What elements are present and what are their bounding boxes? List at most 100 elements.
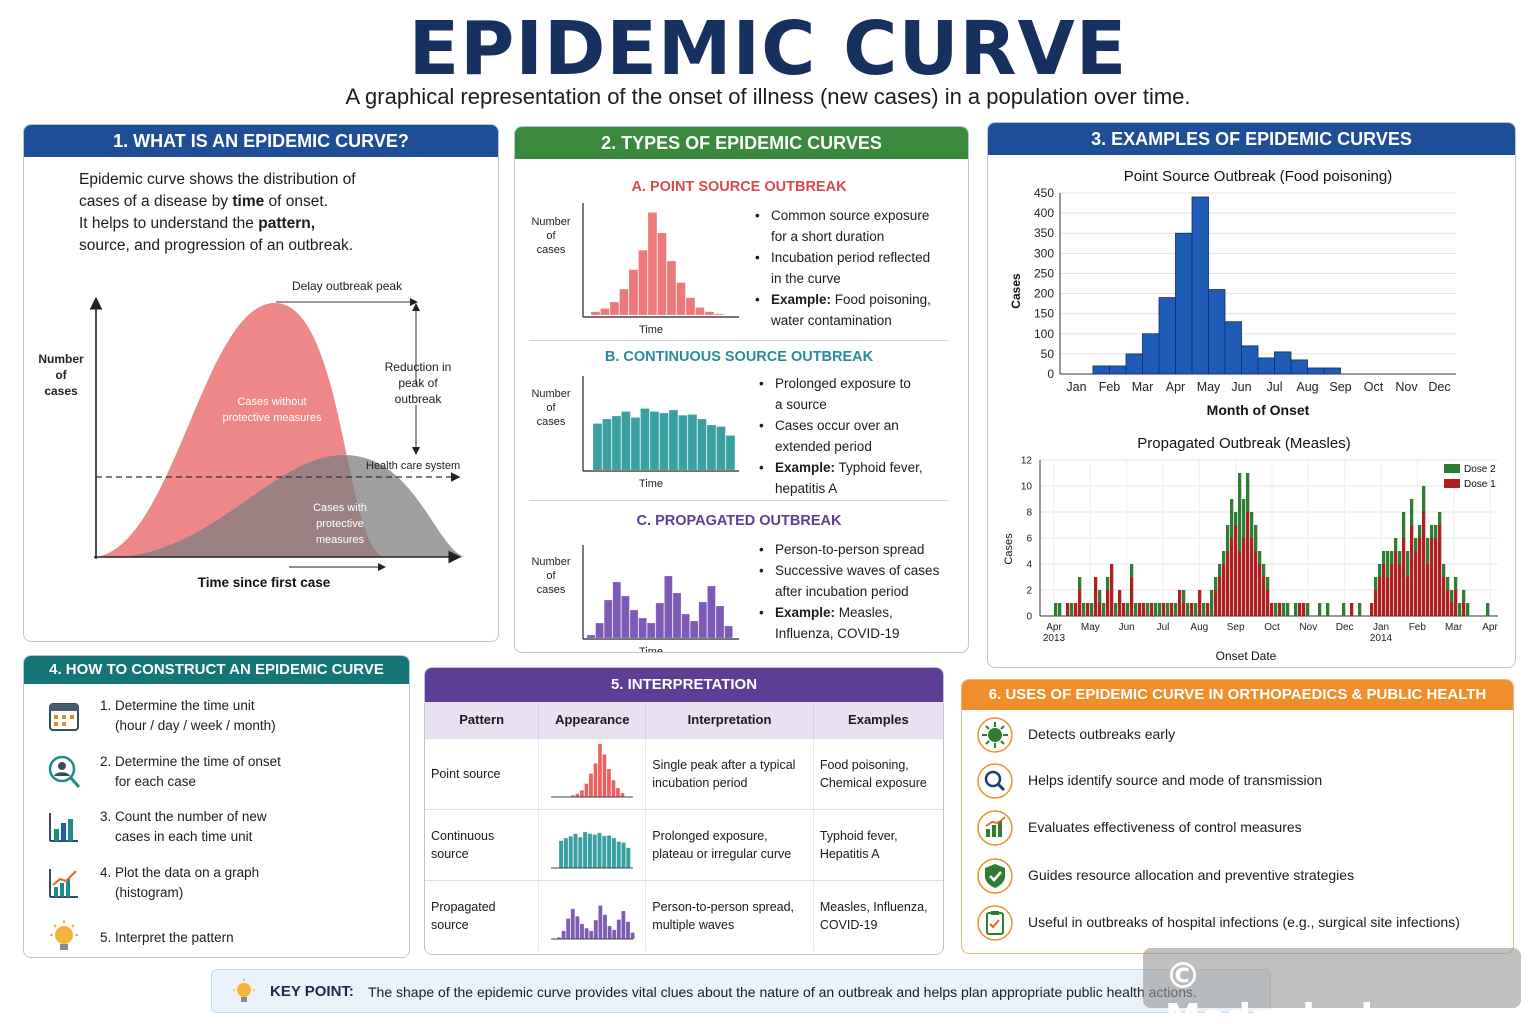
x-tick-label: Nov	[1395, 380, 1418, 394]
bar	[602, 914, 608, 940]
panel-what-is: 1. WHAT IS AN EPIDEMIC CURVE? Epidemic c…	[23, 124, 499, 642]
bar	[647, 212, 658, 316]
histogram-bar	[1158, 297, 1176, 375]
x-tick-label: Jun	[1119, 622, 1135, 633]
bar	[698, 601, 708, 639]
chart-title: Point Source Outbreak (Food poisoning)	[1124, 168, 1392, 185]
bar	[592, 834, 598, 869]
step-4: 4. Plot the data on a graph (histogram)	[44, 863, 394, 913]
svg-text:cases: cases	[537, 416, 566, 428]
bar	[666, 260, 677, 316]
bar-dose2	[1438, 512, 1442, 525]
year-label: 2014	[1370, 633, 1393, 644]
svg-text:Cases without: Cases without	[237, 396, 306, 408]
col-examples: Examples	[813, 702, 943, 738]
x-tick-label: Dec	[1428, 380, 1450, 394]
y-axis-label: Cases	[1003, 533, 1015, 565]
bar	[664, 575, 673, 639]
y-tick-label: 12	[1021, 456, 1033, 467]
bar	[657, 232, 667, 316]
bar	[595, 622, 604, 639]
histogram-bar	[1241, 345, 1259, 375]
bar	[638, 249, 648, 316]
x-axis-label: Month of Onset	[1207, 402, 1310, 418]
col-appearance: Appearance	[538, 702, 647, 738]
bar	[681, 613, 690, 639]
bar	[685, 297, 696, 316]
x-tick-label: Aug	[1190, 622, 1208, 633]
bar-dose2	[1426, 538, 1430, 564]
bar	[598, 905, 603, 940]
bar-dose1	[1066, 603, 1070, 616]
line-graph-icon	[49, 869, 78, 898]
bar	[630, 932, 636, 940]
type-point-source: A. POINT SOURCE OUTBREAK Number of cases…	[529, 167, 949, 339]
bar	[578, 836, 583, 869]
bar-dose1	[1402, 538, 1406, 616]
bar-dose1	[1198, 590, 1202, 616]
bar	[563, 837, 569, 869]
bar-dose1	[1170, 603, 1174, 616]
bar-dose1	[1398, 564, 1402, 616]
propagated-measles-chart: Propagated Outbreak (Measles) Cases Onse…	[1003, 435, 1498, 663]
bar-dose1	[1386, 577, 1390, 616]
use-item: Helps identify source and mode of transm…	[976, 762, 1506, 802]
svg-text:Time: Time	[639, 478, 663, 490]
bar-dose1	[1214, 590, 1218, 616]
bar	[630, 417, 641, 471]
bar-dose2	[1106, 577, 1110, 590]
svg-text:peak of: peak of	[398, 376, 438, 390]
bar-dose2	[1318, 603, 1322, 616]
use-item: Guides resource allocation and preventiv…	[976, 857, 1506, 897]
bar-dose2	[1058, 603, 1062, 616]
y-tick-label: 200	[1034, 287, 1054, 301]
bar-dose2	[1422, 486, 1426, 512]
key-point-label: KEY POINT:	[270, 983, 354, 1000]
bar-dose1	[1162, 603, 1166, 616]
bar	[649, 411, 660, 471]
bar-dose2	[1326, 603, 1330, 616]
histogram-bar	[1125, 353, 1143, 375]
bar-dose1	[1262, 577, 1266, 616]
bar-chart-icon	[49, 813, 78, 842]
bar-dose2	[1210, 590, 1214, 616]
bar	[697, 418, 707, 471]
bar	[687, 414, 698, 471]
bar-dose2	[1126, 603, 1130, 616]
bar	[678, 414, 688, 471]
svg-text:cases: cases	[537, 584, 566, 596]
y-tick-label: 0	[1047, 367, 1054, 381]
y-tick-label: 0	[1026, 612, 1032, 623]
bar	[725, 435, 736, 471]
histogram-bar	[1208, 289, 1226, 375]
bar-dose1	[1094, 577, 1098, 616]
bar	[715, 605, 725, 639]
bar-dose1	[1394, 551, 1398, 616]
bar-dose2	[1158, 603, 1162, 616]
x-tick-label: Mar	[1132, 380, 1154, 394]
x-tick-label: May	[1197, 380, 1221, 394]
bar	[584, 928, 590, 940]
bar-dose1	[1258, 564, 1262, 616]
lightbulb-icon	[50, 920, 78, 950]
watermark: © Medpulselq.com	[1143, 948, 1521, 1024]
bar	[606, 835, 612, 869]
y-tick-label: 300	[1034, 246, 1054, 260]
panel-header: 5. INTERPRETATION	[425, 668, 943, 702]
svg-text:protective: protective	[316, 518, 364, 530]
bar-dose2	[1238, 473, 1242, 551]
bar-dose1	[1302, 603, 1306, 616]
panel-header: 1. WHAT IS AN EPIDEMIC CURVE?	[24, 125, 498, 157]
x-tick-label: Jul	[1157, 622, 1170, 633]
bar-dose2	[1414, 538, 1418, 551]
bar-dose1	[1414, 551, 1418, 616]
bar	[619, 288, 629, 316]
bar	[612, 581, 622, 639]
bar	[597, 832, 603, 869]
col-interpretation: Interpretation	[645, 702, 814, 738]
bar-dose1	[1442, 577, 1446, 616]
histogram-bar	[1307, 367, 1325, 375]
bar	[609, 301, 620, 316]
bar	[558, 840, 564, 869]
x-tick-label: Sep	[1227, 622, 1245, 633]
